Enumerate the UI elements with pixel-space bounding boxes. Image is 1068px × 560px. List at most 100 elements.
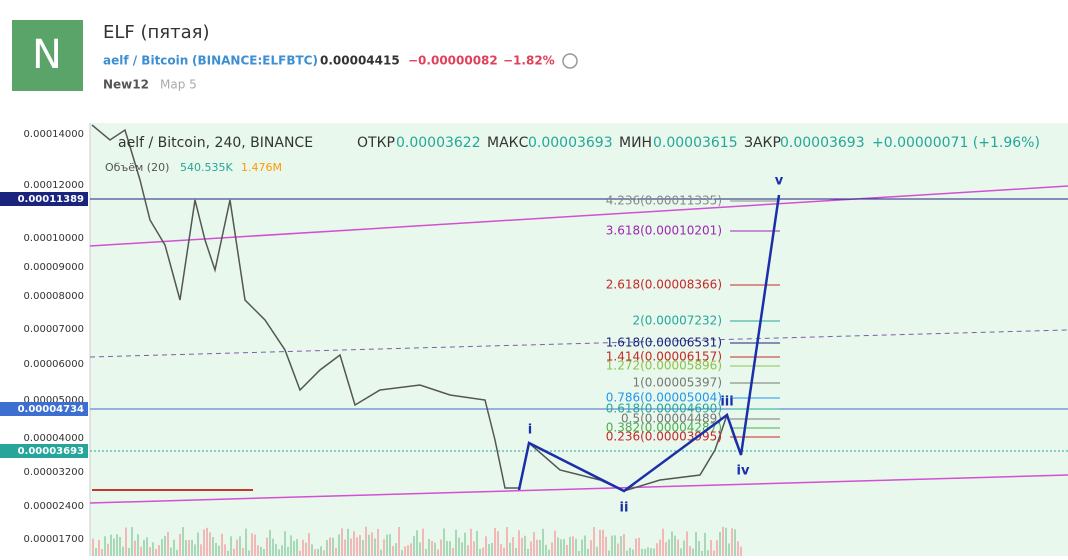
volume-bar bbox=[665, 542, 667, 556]
fib-label: 2.618(0.00008366) bbox=[606, 278, 722, 292]
volume-bar bbox=[440, 539, 442, 556]
volume-bar bbox=[647, 547, 649, 556]
volume-bar bbox=[362, 539, 364, 556]
volume-bar bbox=[521, 537, 523, 556]
volume-bar bbox=[101, 549, 103, 556]
volume-bar bbox=[194, 544, 196, 556]
volume-bar bbox=[425, 548, 427, 556]
y-axis-label: 0.00003200 bbox=[24, 467, 84, 478]
volume-bar bbox=[473, 541, 475, 556]
volume-bar bbox=[242, 547, 244, 556]
volume-bar bbox=[95, 548, 97, 556]
volume-bar bbox=[536, 539, 538, 556]
volume-bar bbox=[671, 531, 673, 556]
volume-bar bbox=[707, 550, 709, 556]
volume-bar bbox=[509, 542, 511, 556]
volume-bar bbox=[350, 538, 352, 556]
volume-bar bbox=[692, 548, 694, 556]
volume-bar bbox=[263, 548, 265, 556]
volume-bar bbox=[575, 538, 577, 556]
volume-bar bbox=[173, 539, 175, 556]
y-axis-label: 0.00006000 bbox=[24, 359, 84, 370]
trend-line bbox=[89, 329, 1068, 358]
y-axis-label: 0.00007000 bbox=[24, 324, 84, 335]
volume-bar bbox=[209, 532, 211, 556]
volume-bar bbox=[683, 540, 685, 556]
volume-bar bbox=[404, 546, 406, 556]
legend-item: 0.00003615 bbox=[653, 135, 738, 151]
volume-bar bbox=[704, 532, 706, 556]
volume-bar bbox=[131, 527, 133, 556]
volume-bar bbox=[251, 533, 253, 556]
volume-bar bbox=[653, 548, 655, 556]
legend-item: 0.00003693 bbox=[780, 135, 865, 151]
volume-bar bbox=[494, 527, 496, 556]
volume-bar bbox=[116, 534, 118, 556]
volume-bar bbox=[164, 535, 166, 556]
volume-bar bbox=[341, 528, 343, 556]
volume-bar bbox=[233, 548, 235, 556]
fib-label: 3.618(0.00010201) bbox=[606, 224, 722, 238]
volume-bar bbox=[272, 538, 274, 556]
volume-bar bbox=[614, 535, 616, 556]
volume-bar bbox=[137, 534, 139, 556]
volume-bar bbox=[629, 547, 631, 556]
volume-bar bbox=[410, 543, 412, 556]
volume-value: 540.535K bbox=[180, 161, 233, 174]
volume-bar bbox=[155, 549, 157, 556]
volume-bar bbox=[167, 532, 169, 556]
volume-bar bbox=[224, 544, 226, 556]
volume-bar bbox=[371, 532, 373, 556]
volume-bar bbox=[695, 532, 697, 556]
price-tag bbox=[0, 444, 88, 458]
exchange-link[interactable]: (BINANCE:ELFBTC) bbox=[192, 54, 318, 68]
price-series bbox=[91, 124, 742, 492]
price-tag-label: 0.00011389 bbox=[18, 194, 84, 205]
volume-bar bbox=[740, 546, 742, 556]
tag[interactable]: Мар 5 bbox=[160, 78, 197, 92]
volume-bar bbox=[680, 548, 682, 556]
volume-bar bbox=[149, 547, 151, 556]
volume-bar bbox=[581, 539, 583, 556]
volume-bar bbox=[713, 550, 715, 556]
tag[interactable]: New12 bbox=[103, 78, 149, 92]
volume-bar bbox=[431, 540, 433, 556]
volume-bar bbox=[311, 544, 313, 556]
volume-bar bbox=[278, 549, 280, 556]
volume-bar bbox=[401, 550, 403, 556]
price-tag-label: 0.00004734 bbox=[18, 404, 84, 415]
volume-bar bbox=[359, 535, 361, 556]
volume-bar bbox=[416, 530, 418, 556]
volume-bar bbox=[563, 538, 565, 556]
volume-bar bbox=[203, 529, 205, 556]
volume-bar bbox=[383, 539, 385, 556]
volume-bar bbox=[377, 528, 379, 556]
volume-bar bbox=[308, 533, 310, 556]
volume-bar bbox=[257, 545, 259, 556]
volume-bar bbox=[122, 546, 124, 556]
wave-label: iv bbox=[737, 464, 750, 479]
volume-bar bbox=[281, 545, 283, 556]
volume-bar bbox=[686, 531, 688, 556]
volume-bar bbox=[455, 529, 457, 556]
volume-bar bbox=[356, 537, 358, 556]
avatar-letter: N bbox=[32, 32, 62, 78]
volume-bar bbox=[677, 539, 679, 556]
volume-bar bbox=[524, 535, 526, 556]
volume-bar bbox=[422, 528, 424, 556]
volume-bar bbox=[722, 526, 724, 556]
volume-bar bbox=[611, 535, 613, 556]
volume-bar bbox=[119, 536, 121, 556]
volume-bar bbox=[461, 542, 463, 556]
symbol-link[interactable]: aelf / Bitcoin bbox=[103, 54, 188, 68]
trend-line bbox=[89, 185, 1068, 247]
volume-bar bbox=[353, 531, 355, 556]
volume-bar bbox=[191, 539, 193, 556]
alert-icon[interactable] bbox=[562, 53, 578, 69]
volume-bar bbox=[635, 538, 637, 556]
price-tag bbox=[0, 192, 88, 206]
volume-bar bbox=[395, 543, 397, 556]
volume-bar bbox=[161, 539, 163, 556]
y-axis-label: 0.00014000 bbox=[24, 129, 84, 140]
